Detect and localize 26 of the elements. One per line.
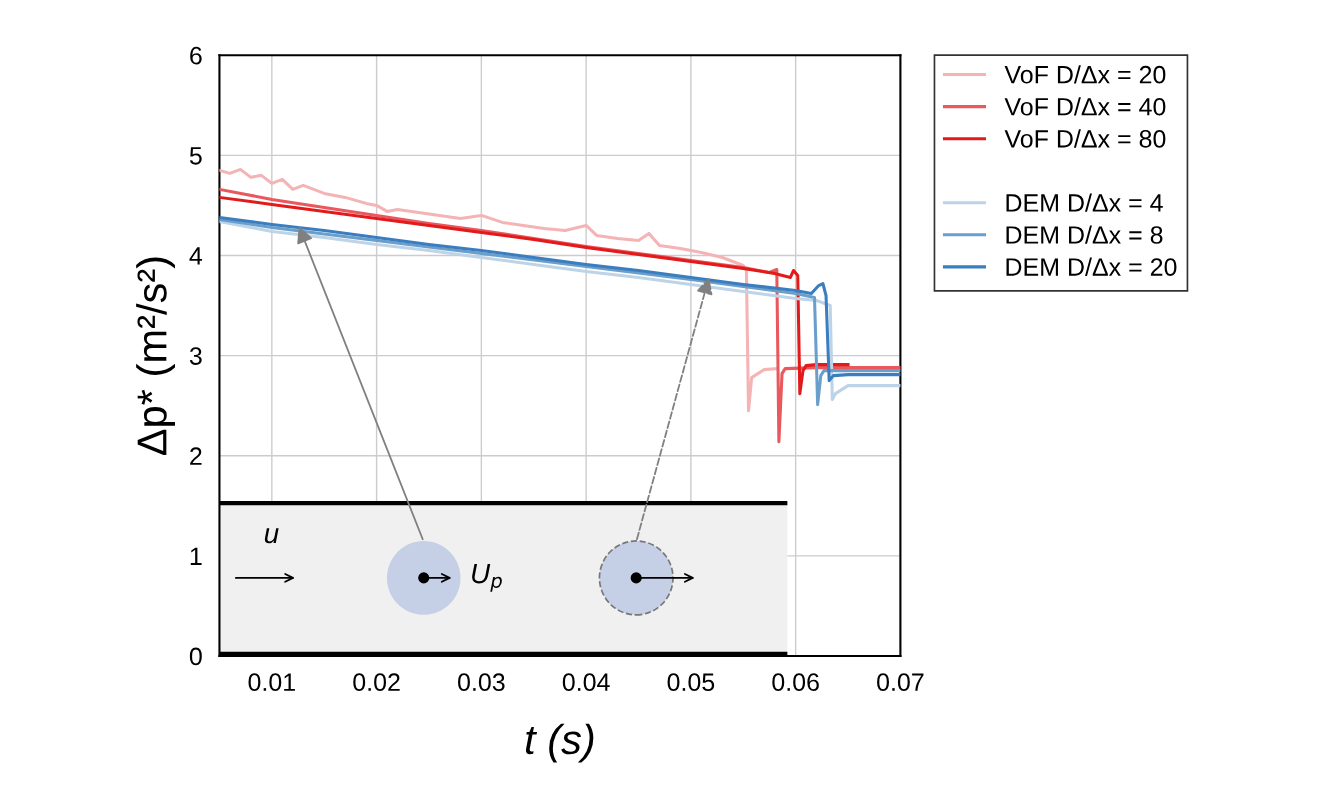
y-axis-title: Δp* (m²/s²) (136, 257, 175, 456)
legend-label: VoF D/Δx = 40 (1004, 97, 1166, 116)
x-tick-label: 0.05 (667, 673, 715, 692)
legend-label: DEM D/Δx = 8 (1006, 225, 1163, 244)
x-tick-label: 0.03 (458, 673, 505, 692)
line-series (219, 167, 779, 413)
y-tick-label: 2 (190, 447, 202, 465)
y-tick-label: 5 (189, 147, 202, 165)
y-tick-label: 6 (190, 46, 202, 65)
y-tick-label: 0 (189, 647, 202, 666)
y-tick-label: 1 (190, 547, 202, 565)
line-series (219, 195, 850, 396)
legend-label: DEM D/Δx = 4 (1006, 193, 1163, 212)
y-tick-label: 4 (189, 247, 203, 265)
annotation: u (264, 528, 279, 544)
legend-label: DEM D/Δx = 20 (1006, 257, 1177, 276)
legend-label: VoF D/Δx = 20 (1004, 65, 1166, 84)
x-tick-label: 0.01 (248, 673, 295, 692)
x-tick-label: 0.04 (562, 673, 610, 692)
x-tick-label: 0.02 (353, 673, 400, 692)
x-axis-title: t (s) (525, 723, 594, 763)
annotation: U$_{p}$ (472, 564, 502, 592)
legend-label: VoF D/Δx = 80 (1004, 129, 1166, 148)
y-tick-label: 3 (189, 347, 202, 365)
x-tick-label: 0.07 (877, 673, 924, 692)
x-tick-label: 0.06 (772, 673, 819, 692)
